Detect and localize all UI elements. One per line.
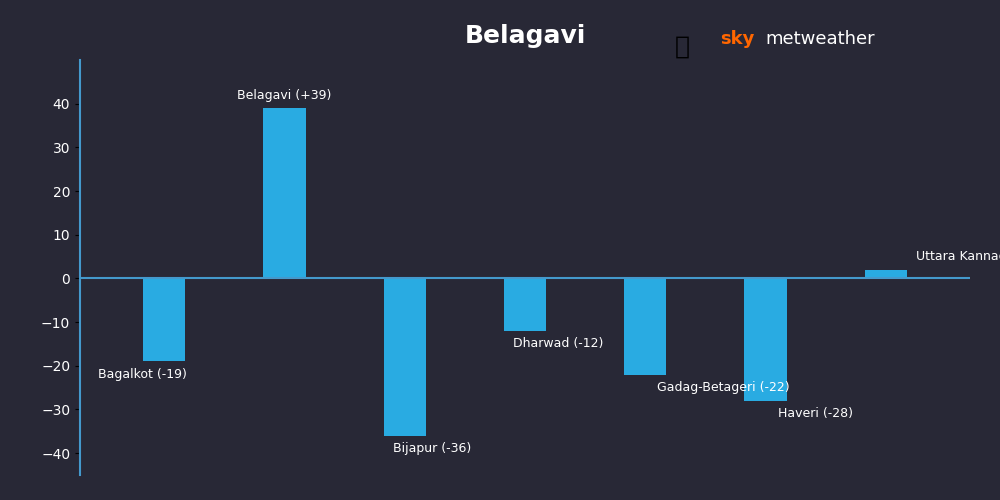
Text: Uttara Kannada (+2): Uttara Kannada (+2) — [916, 250, 1000, 263]
Bar — [384, 278, 426, 436]
Bar — [504, 278, 546, 331]
Title: Belagavi: Belagavi — [464, 24, 586, 48]
Text: sky: sky — [720, 30, 754, 48]
Text: Gadag-Betageri (-22): Gadag-Betageri (-22) — [657, 381, 790, 394]
Text: Bagalkot (-19): Bagalkot (-19) — [98, 368, 187, 381]
Text: Haveri (-28): Haveri (-28) — [778, 408, 853, 420]
Text: Bijapur (-36): Bijapur (-36) — [393, 442, 471, 455]
Bar — [624, 278, 666, 374]
Text: metweather: metweather — [765, 30, 875, 48]
Bar — [263, 108, 306, 278]
Text: Dharwad (-12): Dharwad (-12) — [513, 338, 603, 350]
Bar — [865, 270, 907, 278]
Bar — [744, 278, 787, 400]
Text: Belagavi (+39): Belagavi (+39) — [237, 88, 332, 102]
Text: 🦉: 🦉 — [675, 35, 690, 59]
Bar — [143, 278, 185, 361]
